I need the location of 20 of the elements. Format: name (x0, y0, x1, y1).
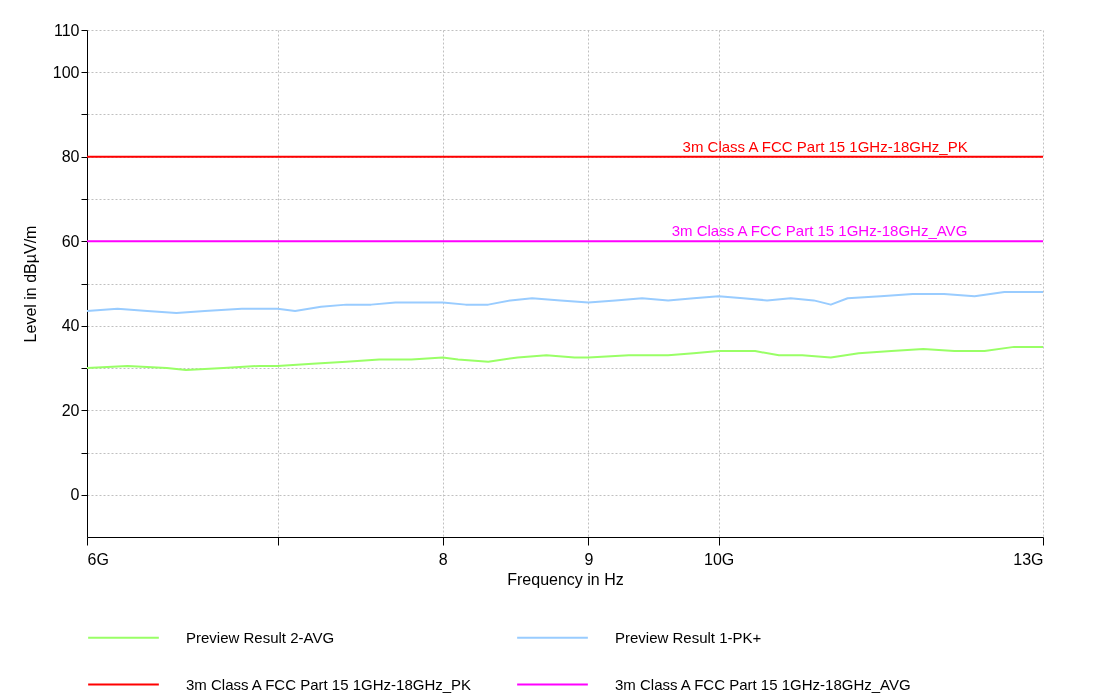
legend-label: Preview Result 2-AVG (186, 628, 335, 646)
y-tick-label: 60 (61, 232, 80, 250)
x-tick-label: 8 (438, 550, 448, 568)
x-tick-label: 10G (703, 550, 735, 568)
y-tick-label: 40 (61, 317, 80, 335)
y-tick-label: 20 (61, 401, 80, 419)
y-tick-label: 80 (61, 148, 80, 166)
y-axis-title: Level in dBµV/m (21, 225, 39, 343)
legend-label: 3m Class A FCC Part 15 1GHz-18GHz_PK (186, 675, 472, 693)
legend-label: Preview Result 1-PK+ (615, 628, 762, 646)
x-tick-label: 9 (584, 550, 594, 568)
y-tick-label: 110 (53, 21, 80, 39)
y-tick-label: 100 (52, 63, 80, 81)
x-tick-label: 13G (1013, 550, 1044, 568)
annotation: 3m Class A FCC Part 15 1GHz-18GHz_AVG (671, 222, 968, 240)
annotation: 3m Class A FCC Part 15 1GHz-18GHz_PK (682, 137, 968, 155)
legend-label: 3m Class A FCC Part 15 1GHz-18GHz_AVG (615, 675, 911, 693)
y-tick-label: 0 (70, 486, 80, 504)
x-tick-label: 6G (87, 550, 109, 568)
x-axis-title: Frequency in Hz (507, 570, 624, 588)
